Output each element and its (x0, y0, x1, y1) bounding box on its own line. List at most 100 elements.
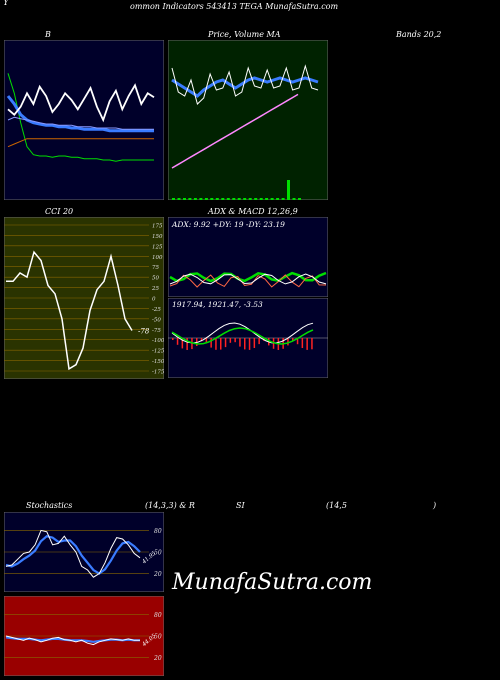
macd-hist-bar (287, 338, 289, 346)
volume-bar (237, 198, 241, 200)
osc-tick-label: 50 (154, 634, 162, 641)
macd-hist-bar (296, 338, 299, 345)
cci-tick-label: 125 (152, 244, 163, 250)
cci-tick-label: 50 (152, 276, 159, 282)
bollinger-chart (4, 40, 164, 200)
adx-label: ADX & MACD 12,26,9 (208, 207, 298, 216)
cci-tick-label: -75 (152, 328, 161, 334)
rsi-label: SI (236, 501, 245, 510)
cci-series (6, 250, 133, 371)
watermark: MunafaSutra.com (172, 570, 373, 595)
volume-bar (292, 198, 296, 200)
cci-tick-label: 75 (152, 265, 159, 271)
cci-tick-label: -100 (152, 338, 164, 344)
adx-minus-series (169, 273, 327, 285)
macd-chart: 1917.94, 1921.47, -3.53 (168, 298, 328, 378)
macd-hist-bar (176, 338, 179, 345)
macd-hist-bar (220, 338, 222, 350)
adx-readout: ADX: 9.92 +DY: 19 -DY: 23.19 (171, 220, 285, 229)
volume-bar (287, 180, 290, 200)
macd-hist-bar (258, 338, 260, 345)
chart-header-title: ommon Indicators 543413 TEGA MunafaSutra… (130, 2, 339, 11)
cci-tick-label: -50 (152, 317, 161, 323)
volume-bar (259, 198, 263, 200)
macd-hist-bar (248, 338, 251, 350)
bollinger-label: B (45, 30, 51, 39)
stoch-label: Stochastics (26, 501, 73, 510)
volume-bar (254, 198, 258, 200)
volume-bar (232, 198, 236, 200)
volume-bar (177, 198, 181, 200)
volume-bar (243, 198, 247, 200)
volume-bar (226, 198, 230, 200)
price-close-series (171, 64, 319, 105)
cci-tick-label: 25 (151, 286, 159, 292)
macd-hist-bar (306, 338, 308, 350)
volume-bar (276, 198, 280, 200)
macd-series (171, 322, 314, 344)
macd-hist-bar (244, 338, 246, 350)
rsi-close: ) (433, 501, 437, 510)
bb-price-series (7, 83, 155, 123)
adx-chart: ADX: 9.92 +DY: 19 -DY: 23.19 (168, 217, 328, 297)
macd-signal-series (171, 327, 314, 345)
macd-hist-bar (172, 338, 174, 340)
macd-hist-bar (311, 338, 313, 350)
volume-bar (265, 198, 269, 200)
macd-hist-bar (229, 338, 232, 343)
cci-tick-label: 100 (152, 255, 163, 261)
price-chart (168, 40, 328, 200)
header-marker: Y (3, 0, 9, 8)
cci-value-label: -78 (138, 328, 150, 336)
volume-bar (270, 198, 274, 200)
macd-hist-bar (200, 338, 203, 342)
volume-bar (172, 198, 175, 200)
volume-bar (204, 198, 208, 200)
macd-hist-bar (224, 338, 227, 348)
osc-tick-label: 20 (153, 571, 162, 578)
volume-bar (248, 198, 252, 200)
cci-tick-label: 175 (152, 224, 163, 230)
volume-bar (298, 198, 301, 200)
price-trend-series (171, 93, 299, 169)
cci-tick-label: -175 (152, 370, 164, 376)
macd-hist-bar (181, 338, 184, 349)
volume-bar (221, 198, 225, 200)
cci-label: CCI 20 (45, 207, 74, 216)
volume-bar (188, 198, 192, 200)
bb-upper-series (7, 73, 154, 162)
bb-ma-series (7, 116, 154, 130)
cci-tick-label: -150 (152, 359, 164, 365)
bb-mid-series (6, 95, 154, 133)
bollinger-label-right: Bands 20,2 (396, 30, 442, 39)
rsi-params: (14,5 (326, 501, 347, 510)
cci-tick-label: -125 (152, 349, 164, 355)
adx-plus-series (169, 274, 327, 288)
price-bg (168, 40, 328, 200)
macd-hist-bar (234, 338, 236, 343)
macd-hist-bar (253, 338, 256, 348)
osc-tick-label: 80 (154, 612, 162, 619)
volume-bar (193, 198, 197, 200)
cci-chart: 175 150 125 100 75 50 25 0 -25 -50 -75 -100 -125 -150… (4, 217, 164, 379)
macd-hist-bar (215, 338, 217, 350)
volume-bar (281, 198, 285, 200)
macd-hist-bar (205, 338, 208, 344)
cci-tick-label: 150 (152, 234, 163, 240)
volume-bar (183, 198, 186, 200)
volume-bar (210, 198, 214, 200)
macd-hist-bar (292, 338, 294, 341)
cci-tick-label: -25 (152, 307, 161, 313)
osc-tick-label: 20 (153, 655, 162, 662)
macd-hist-bar (210, 338, 212, 348)
macd-hist-bar (239, 338, 241, 347)
osc-slow-series (5, 534, 141, 575)
volume-bar (199, 198, 203, 200)
price-ma-series (171, 76, 319, 98)
stoch-params: (14,3,3) & R (145, 501, 195, 510)
bb-lower-series (7, 138, 154, 148)
osc-fast-series (5, 635, 140, 646)
macd-hist-bar (272, 338, 275, 349)
